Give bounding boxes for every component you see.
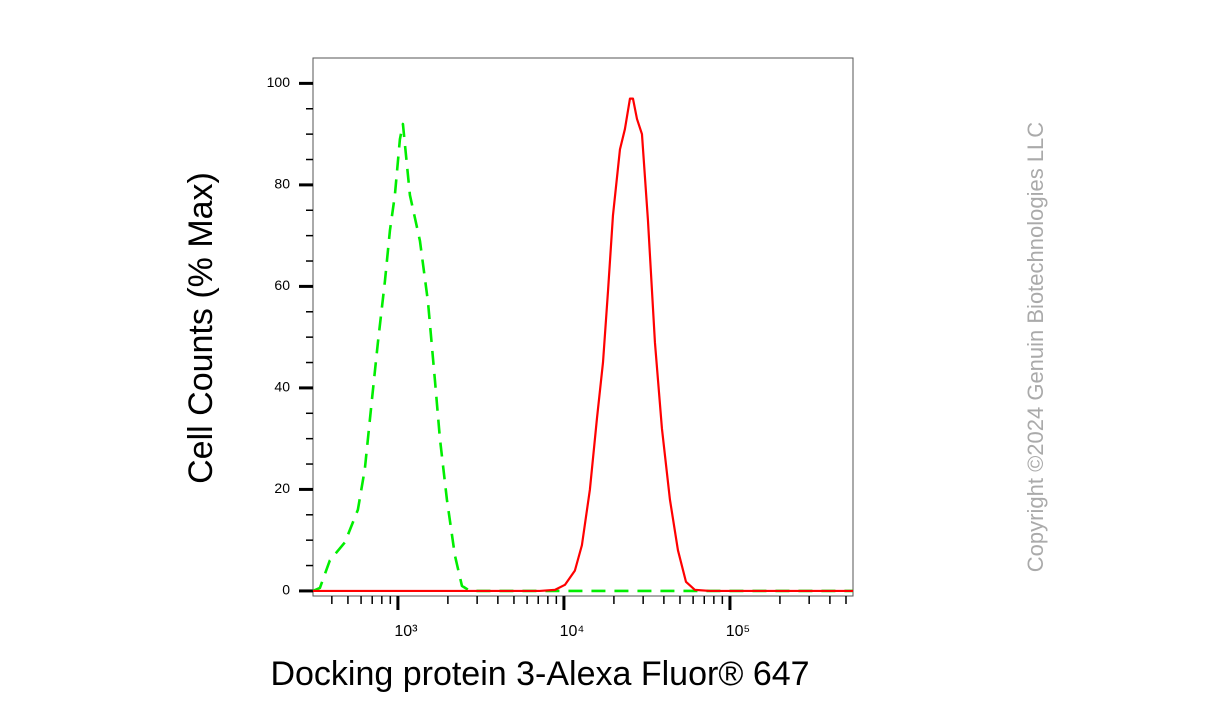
y-tick-label: 100 xyxy=(267,74,291,90)
y-tick-label: 20 xyxy=(274,480,290,496)
series-line xyxy=(312,122,853,593)
x-axis-label: Docking protein 3-Alexa Fluor® 647 xyxy=(270,655,809,693)
y-tick-label: 0 xyxy=(282,582,290,598)
y-tick-label: 40 xyxy=(274,379,290,395)
copyright: Copyright ©2024 Genuin Biotechnologies L… xyxy=(1023,122,1048,573)
y-tick-label: 80 xyxy=(274,176,290,192)
series-line xyxy=(313,97,853,593)
y-tick-label: 60 xyxy=(274,277,290,293)
y-axis-label: Cell Counts (% Max) xyxy=(182,172,220,484)
plot-frame xyxy=(312,57,854,597)
x-tick-label: 10⁴ xyxy=(560,623,585,640)
x-tick-label: 10⁵ xyxy=(726,623,750,640)
x-tick-label: 10³ xyxy=(394,623,418,640)
